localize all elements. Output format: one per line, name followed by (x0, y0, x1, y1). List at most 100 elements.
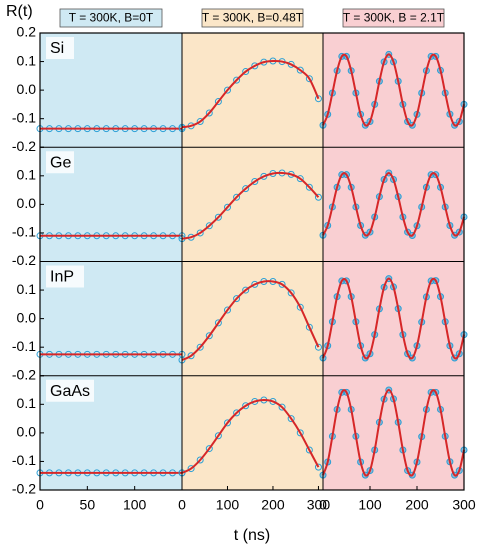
x-tick-label: 0 (36, 497, 44, 513)
y-tick-label: -0.1 (12, 452, 36, 468)
data-point (233, 409, 241, 417)
data-point (214, 213, 222, 221)
data-point (187, 465, 195, 473)
data-point (196, 343, 204, 351)
data-point (242, 68, 250, 76)
data-point (205, 222, 213, 230)
row-label-box (46, 151, 74, 174)
y-tick-label: 0.2 (17, 24, 37, 40)
data-point (305, 446, 313, 454)
row-label-box (46, 37, 74, 59)
fit-line (322, 171, 465, 237)
data-point (233, 295, 241, 303)
panel-markers (178, 277, 322, 364)
fit-line (181, 399, 320, 474)
data-point (205, 445, 213, 453)
y-tick-label: 0.1 (17, 52, 37, 68)
x-tick-label: 0 (319, 497, 327, 513)
fit-line (181, 280, 320, 361)
x-tick-label: 300 (307, 497, 331, 513)
data-point (214, 432, 222, 440)
fit-line (322, 53, 465, 127)
x-tick-label: 300 (452, 497, 476, 513)
panel-markers (178, 396, 322, 477)
y-tick-label: 0.0 (17, 424, 37, 440)
data-point (314, 463, 322, 471)
data-point (314, 193, 322, 201)
x-tick-label: 100 (123, 497, 147, 513)
y-tick-label: -0.1 (12, 224, 36, 240)
y-tick-label: -0.2 (12, 481, 36, 497)
row-label: GaAs (50, 383, 90, 400)
data-point (314, 95, 322, 103)
x-tick-label: 0 (178, 497, 186, 513)
column-header-box (342, 8, 445, 28)
data-point (196, 456, 204, 464)
column-header-box (201, 8, 304, 28)
data-point (214, 319, 222, 327)
data-point (196, 229, 204, 237)
fit-line (181, 59, 320, 129)
data-point (287, 415, 295, 423)
data-point (196, 118, 204, 126)
x-tick-label: 200 (261, 497, 285, 513)
data-point (242, 286, 250, 294)
x-tick-label: 100 (358, 497, 382, 513)
data-point (242, 402, 250, 410)
y-tick-label: 0.1 (17, 167, 37, 183)
fit-line (322, 277, 465, 360)
column-header: T = 300K, B=0.48T (202, 11, 304, 25)
data-point (251, 280, 259, 288)
data-point (251, 178, 259, 186)
y-tick-label: -0.2 (12, 366, 36, 382)
data-point (296, 303, 304, 311)
data-point (205, 109, 213, 117)
data-point (305, 323, 313, 331)
row-label: Si (50, 40, 64, 57)
y-tick-label: 0.1 (17, 395, 37, 411)
data-point (278, 280, 286, 288)
data-point (187, 352, 195, 360)
column-header: T = 300K, B=0T (69, 11, 154, 25)
x-tick-label: 100 (216, 497, 240, 513)
fit-line (322, 389, 465, 477)
y-tick-label: 0.1 (17, 281, 37, 297)
column-header: T = 300K, B = 2.1T (343, 11, 445, 25)
data-point (296, 429, 304, 437)
x-tick-label: 50 (80, 497, 96, 513)
data-point (314, 343, 322, 351)
row-label: InP (50, 269, 74, 286)
data-point (287, 289, 295, 297)
data-point (233, 193, 241, 201)
column-header-box (59, 8, 163, 28)
y-tick-label: -0.2 (12, 252, 36, 268)
data-point (214, 98, 222, 106)
data-point (205, 332, 213, 340)
fit-line (181, 171, 320, 240)
data-point (223, 203, 231, 211)
plot-frame (39, 32, 465, 491)
y-tick-label: 0.0 (17, 195, 37, 211)
data-point (305, 183, 313, 191)
y-tick-label: -0.2 (12, 138, 36, 154)
y-tick-label: -0.1 (12, 338, 36, 354)
data-point (305, 75, 313, 83)
data-point (251, 62, 259, 70)
x-tick-label: 200 (405, 497, 429, 513)
data-point (233, 76, 241, 84)
data-point (260, 172, 268, 180)
data-point (296, 175, 304, 183)
y-tick-label: 0.0 (17, 309, 37, 325)
data-point (223, 419, 231, 427)
y-axis-label: R(t) (6, 3, 33, 20)
data-point (287, 60, 295, 68)
data-point (278, 403, 286, 411)
x-axis-label: t (ns) (234, 527, 270, 544)
data-point (296, 66, 304, 74)
y-tick-label: -0.1 (12, 109, 36, 125)
row-label-box (46, 265, 84, 288)
data-point (242, 185, 250, 193)
data-point (223, 86, 231, 94)
y-tick-label: 0.0 (17, 81, 37, 97)
